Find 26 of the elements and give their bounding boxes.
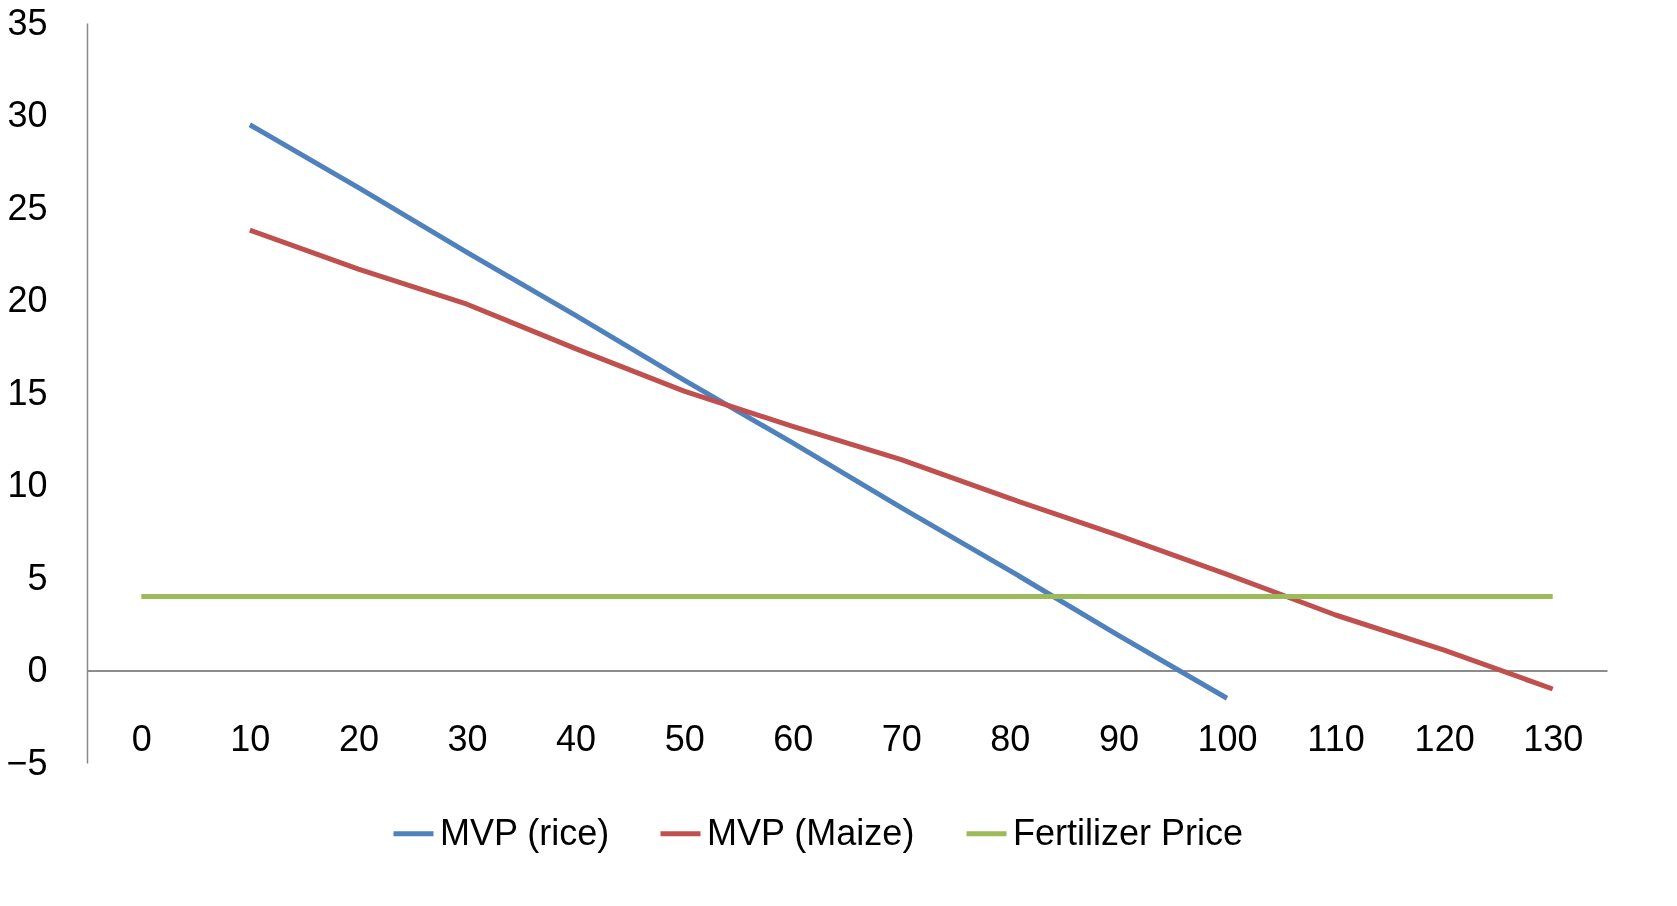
x-tick-label: 110 bbox=[1307, 718, 1365, 759]
x-tick-label: 100 bbox=[1197, 718, 1258, 759]
x-tick-label: 40 bbox=[556, 718, 597, 759]
legend-label: MVP (rice) bbox=[440, 811, 610, 853]
y-tick-label: 30 bbox=[7, 94, 48, 135]
legend-label: MVP (Maize) bbox=[707, 811, 915, 853]
x-tick-label: 80 bbox=[990, 718, 1031, 759]
x-tick-label: 20 bbox=[338, 718, 379, 759]
y-tick-label: 20 bbox=[7, 279, 48, 320]
y-tick-label: 25 bbox=[7, 186, 48, 228]
y-tick-label: 0 bbox=[27, 649, 48, 690]
x-tick-label: 120 bbox=[1414, 718, 1475, 759]
y-tick-label: 15 bbox=[7, 371, 48, 413]
y-tick-label: −5 bbox=[6, 741, 48, 783]
legend-label: Fertilizer Price bbox=[1013, 811, 1244, 853]
x-tick-label: 60 bbox=[773, 718, 814, 759]
x-tick-label: 10 bbox=[230, 718, 271, 759]
x-tick-label: 50 bbox=[664, 718, 705, 759]
x-tick-label: 0 bbox=[131, 718, 152, 759]
x-tick-label: 90 bbox=[1098, 718, 1139, 759]
x-tick-label: 130 bbox=[1523, 718, 1584, 759]
y-tick-label: 10 bbox=[7, 464, 48, 505]
y-tick-label: 5 bbox=[27, 556, 48, 598]
x-tick-label: 30 bbox=[447, 718, 488, 759]
x-tick-label: 70 bbox=[881, 718, 922, 759]
y-tick-label: 35 bbox=[7, 1, 48, 43]
